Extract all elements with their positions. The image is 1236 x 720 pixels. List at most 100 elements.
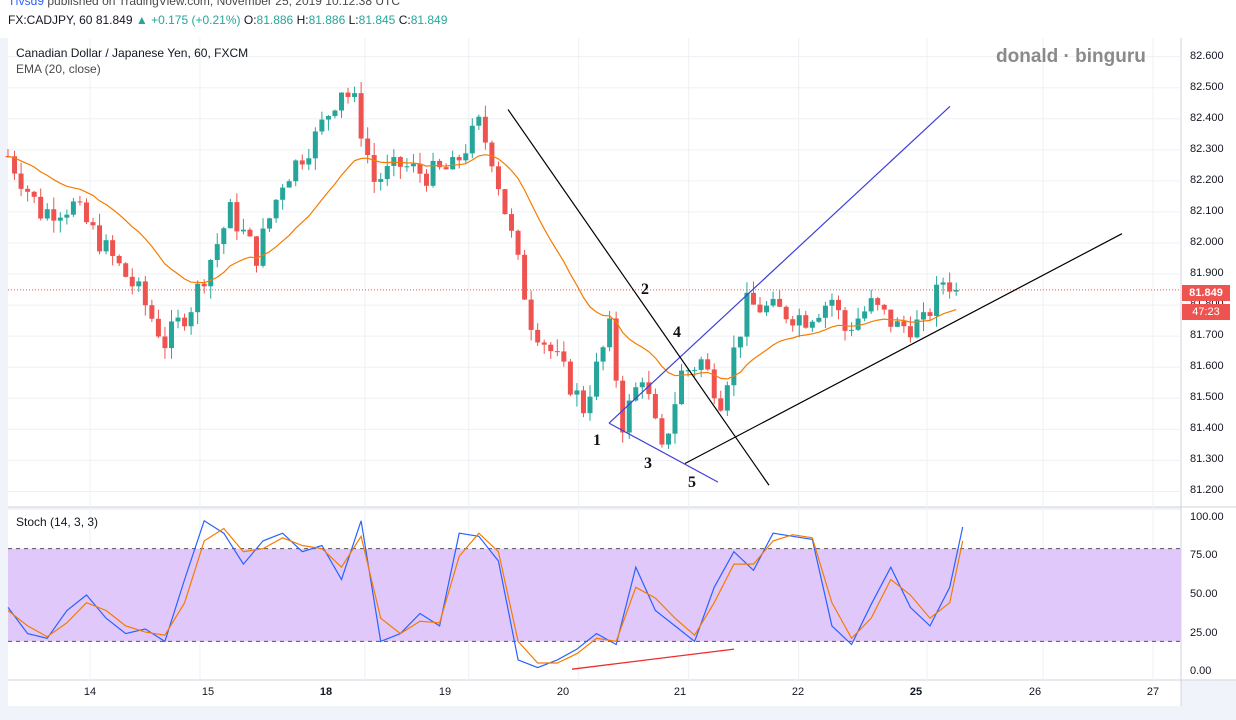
candle-body (286, 181, 292, 188)
wave-label-4: 4 (673, 324, 681, 341)
candle-body (953, 289, 959, 292)
candle-body (469, 125, 475, 154)
candle-body (404, 166, 410, 168)
candle-body (352, 93, 358, 97)
candle-body (881, 304, 887, 310)
stoch-series-D (7, 527, 964, 664)
candle-body (777, 298, 783, 307)
candle-body (737, 336, 743, 348)
candle-body (312, 131, 318, 159)
candle-body (129, 276, 135, 287)
candle-body (750, 292, 756, 305)
candle-body (822, 305, 828, 318)
candle-body (410, 163, 416, 167)
candle-body (293, 160, 299, 182)
candle-body (345, 92, 351, 97)
candle-body (463, 153, 469, 161)
candle-body (195, 283, 201, 313)
candle-body (947, 282, 953, 292)
candle-body (240, 229, 246, 232)
candle-body (764, 305, 770, 313)
candle-body (711, 369, 717, 399)
candle-body (116, 255, 122, 264)
candle-body (757, 304, 763, 313)
trendline-1 (608, 105, 951, 424)
trendline-3 (507, 109, 770, 486)
candle-body (31, 191, 37, 197)
candle-body (221, 228, 227, 245)
price-tick-label: 82.400 (1190, 111, 1224, 124)
candle-body (149, 305, 155, 319)
stoch-tick-label: 0.00 (1190, 665, 1212, 678)
publisher-link[interactable]: Tfvsd9 (8, 0, 45, 8)
ohlc-legend: FX:CADJPY, 60 81.849 ▲ +0.175 (+0.21%) O… (8, 13, 447, 27)
candle-body (783, 306, 789, 320)
candle-body (12, 156, 18, 174)
candle-body (705, 359, 711, 370)
candle-body (482, 116, 488, 143)
candle-body (273, 199, 279, 219)
chart-header: Tfvsd9 published on TradingView.com, Nov… (0, 0, 1236, 38)
wave-label-1: 1 (593, 432, 601, 449)
candle-body (201, 283, 207, 287)
candle-body (692, 369, 698, 371)
price-axis[interactable] (1181, 38, 1236, 680)
stoch-tick-label: 75.00 (1190, 549, 1218, 562)
candle-body (888, 309, 894, 327)
candle-body (567, 361, 573, 395)
stoch-tick-label: 50.00 (1190, 588, 1218, 600)
candle-body (182, 317, 188, 327)
price-tick-label: 81.300 (1190, 453, 1224, 466)
candle-body (123, 263, 129, 277)
candle-body (64, 214, 70, 218)
candle-body (790, 319, 796, 326)
candle-body (456, 157, 462, 161)
candle-body (417, 163, 423, 174)
candle-body (685, 370, 691, 372)
candle-body (325, 116, 331, 120)
candle-body (495, 166, 501, 190)
candle-body (437, 160, 443, 168)
price-tick-label: 81.500 (1190, 391, 1224, 404)
candle-body (280, 187, 286, 200)
candle-body (626, 400, 632, 433)
candle-body (646, 382, 652, 395)
candle-body (587, 396, 593, 414)
candle-body (744, 292, 750, 337)
wave-label-2: 2 (641, 281, 649, 298)
candle-body (927, 312, 933, 316)
price-tick-label: 81.200 (1190, 484, 1224, 497)
time-tick-label: 14 (83, 686, 97, 698)
candle-body (515, 230, 521, 255)
time-tick-label: 21 (673, 686, 687, 698)
symbol-label[interactable]: FX:CADJPY, 60 (8, 13, 93, 27)
candle-body (227, 202, 233, 229)
price-tick-label: 82.600 (1190, 49, 1224, 62)
publish-text: published on TradingView.com, November 2… (47, 0, 401, 8)
candle-body (168, 321, 174, 349)
candle-body (600, 347, 606, 362)
candle-body (70, 201, 76, 215)
candle-body (803, 315, 809, 328)
time-tick-label: 19 (438, 686, 452, 698)
price-tick-label: 82.000 (1190, 235, 1224, 248)
time-axis[interactable] (8, 680, 1181, 706)
stoch-divergence-line (571, 648, 735, 670)
wave-label-5: 5 (688, 474, 696, 491)
candle-body (528, 299, 534, 330)
candle-body (188, 312, 194, 327)
candle-body (940, 282, 946, 285)
candle-body (25, 188, 31, 192)
chart-title: Canadian Dollar / Japanese Yen, 60, FXCM (16, 46, 249, 60)
price-pane[interactable] (8, 38, 1181, 507)
candle-body (443, 167, 449, 170)
candle-body (476, 116, 482, 126)
candle-body (907, 326, 913, 338)
candle-body (816, 317, 822, 322)
candle-body (267, 218, 273, 229)
candle-body (901, 321, 907, 327)
high-label: H: (296, 13, 309, 27)
candle-body (38, 196, 44, 219)
price-tick-label: 82.100 (1190, 204, 1224, 217)
